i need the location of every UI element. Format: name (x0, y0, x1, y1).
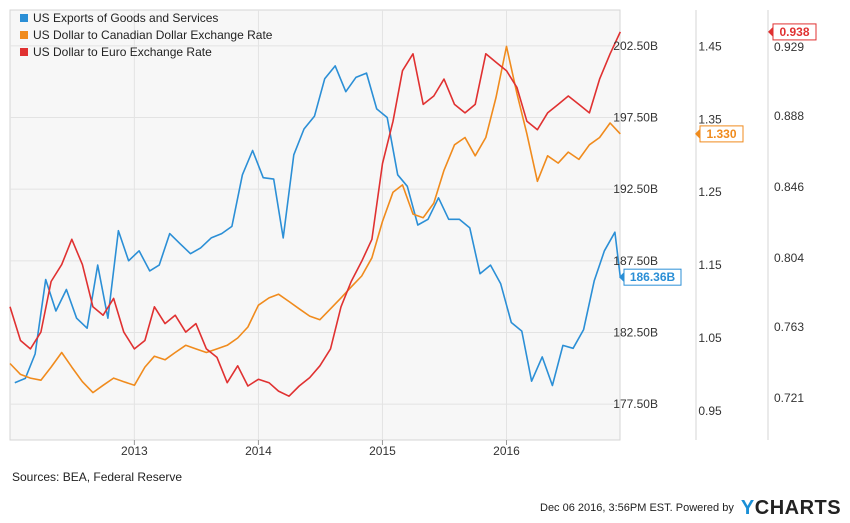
last-label-box-exports (623, 268, 682, 286)
footer-credit: Dec 06 2016, 3:56PM EST. Powered by YCHA… (540, 497, 841, 520)
legend-entry-exports: US Exports of Goods and Services (33, 11, 218, 25)
logo-y: Y (740, 497, 755, 519)
y-tick-exports: 177.50B (613, 397, 658, 411)
grid-lines (10, 10, 620, 440)
legend-swatch-cad (20, 31, 28, 39)
last-label-box-cad (699, 125, 744, 143)
legend-entry-cad: US Dollar to Canadian Dollar Exchange Ra… (33, 28, 273, 42)
powered-by: Powered by (675, 502, 734, 514)
series-line-exports (14, 65, 622, 387)
legend-swatch-eur (20, 48, 28, 56)
legend: US Exports of Goods and Services US Dolla… (20, 11, 273, 59)
y-tick-exports: 192.50B (613, 182, 658, 196)
legend-swatch-exports (20, 14, 28, 22)
y-axis-ticks: 177.50B 182.50B 187.50B 192.50B 197.50B 202.5… (613, 39, 804, 418)
y-tick-exports: 197.50B (613, 111, 658, 125)
y-tick-eur: 0.846 (774, 180, 804, 194)
series-layer (9, 31, 622, 398)
last-label-arrow-exports (619, 272, 624, 283)
y-tick-eur: 0.721 (774, 391, 804, 405)
sources-note: Sources: BEA, Federal Reserve (12, 470, 183, 484)
last-label-cad: 1.330 (706, 127, 736, 141)
last-label-box-eur (772, 23, 817, 41)
series-line-eur (9, 31, 622, 398)
last-label-arrow-cad (695, 128, 700, 139)
x-tick-label: 2014 (245, 444, 272, 458)
last-label-arrow-eur (768, 26, 773, 37)
y-tick-exports: 182.50B (613, 326, 658, 340)
last-label-eur: 0.938 (779, 25, 809, 39)
x-tick-label: 2015 (369, 444, 396, 458)
y-tick-exports: 202.50B (613, 39, 658, 53)
y-tick-cad: 1.15 (698, 258, 722, 272)
y-tick-exports: 187.50B (613, 254, 658, 268)
y-tick-eur: 0.804 (774, 251, 804, 265)
y-tick-cad: 1.05 (698, 331, 722, 345)
y-tick-cad: 1.45 (698, 39, 722, 53)
y-tick-eur: 0.929 (774, 40, 804, 54)
y-tick-eur: 0.763 (774, 320, 804, 334)
legend-entry-eur: US Dollar to Euro Exchange Rate (33, 45, 212, 59)
x-axis-ticks: 2013 2014 2015 2016 (121, 440, 520, 458)
x-tick-label: 2016 (493, 444, 520, 458)
last-value-labels: 186.36B 1.330 0.938 (619, 23, 817, 286)
x-tick-label: 2013 (121, 444, 148, 458)
timestamp: Dec 06 2016, 3:56PM EST. (540, 502, 673, 514)
series-line-cad (9, 45, 621, 394)
logo-rest: CHARTS (754, 497, 842, 519)
plot-area (9, 9, 621, 441)
y-tick-cad: 1.25 (698, 185, 722, 199)
y-tick-cad: 0.95 (698, 404, 722, 418)
y-tick-cad: 1.35 (698, 112, 722, 126)
ycharts-logo[interactable]: YCHARTS (741, 497, 841, 519)
last-label-exports: 186.36B (630, 270, 676, 284)
y-tick-eur: 0.888 (774, 109, 804, 123)
